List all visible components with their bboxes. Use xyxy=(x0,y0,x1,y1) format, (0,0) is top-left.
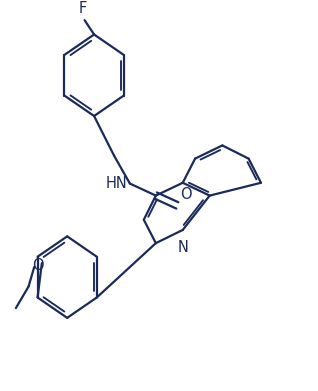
Text: HN: HN xyxy=(106,176,127,191)
Text: O: O xyxy=(180,187,191,203)
Text: O: O xyxy=(32,258,44,273)
Text: N: N xyxy=(178,240,189,255)
Text: F: F xyxy=(79,2,87,16)
